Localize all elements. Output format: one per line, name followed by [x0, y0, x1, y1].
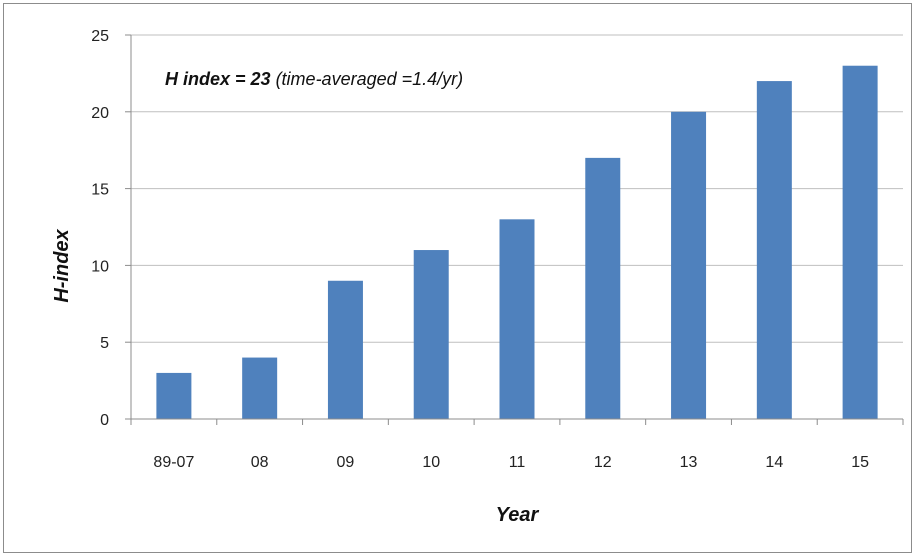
x-tick-label: 09	[337, 454, 355, 471]
x-tick-label: 13	[680, 454, 698, 471]
bar	[756, 81, 792, 419]
y-tick-label: 15	[91, 182, 109, 199]
x-tick-labels: 89-07 08 09 10 11 12 13 14 15	[153, 454, 869, 471]
x-tick-label: 10	[422, 454, 440, 471]
y-tick-labels: 0 5 10 15 20 25	[91, 28, 109, 429]
y-tick-label: 10	[91, 258, 109, 275]
bars	[156, 65, 878, 420]
x-tick-label: 14	[765, 454, 783, 471]
axes	[125, 34, 904, 425]
annotation-italic: (time-averaged =1.4/yr)	[271, 69, 464, 89]
x-axis-title: Year	[496, 504, 540, 526]
x-tick-label: 15	[851, 454, 869, 471]
bar	[156, 372, 192, 419]
y-tick-label: 25	[91, 28, 109, 45]
y-tick-label: 5	[100, 335, 109, 352]
bar	[242, 357, 278, 419]
x-tick-label: 08	[251, 454, 269, 471]
y-tick-label: 20	[91, 105, 109, 122]
x-tick-label: 11	[509, 454, 526, 471]
y-axis-title: H-index	[51, 228, 73, 302]
x-tick-label: 89-07	[153, 454, 194, 471]
annotation-bold: H index = 23	[165, 69, 271, 89]
bar	[671, 111, 707, 420]
bar	[585, 157, 621, 419]
chart-annotation: H index = 23 (time-averaged =1.4/yr)	[165, 69, 463, 89]
bar	[499, 219, 535, 419]
x-tick-label: 12	[594, 454, 612, 471]
bar	[413, 250, 449, 419]
y-tick-label: 0	[100, 412, 109, 429]
bar	[327, 280, 363, 419]
bar	[842, 65, 878, 419]
